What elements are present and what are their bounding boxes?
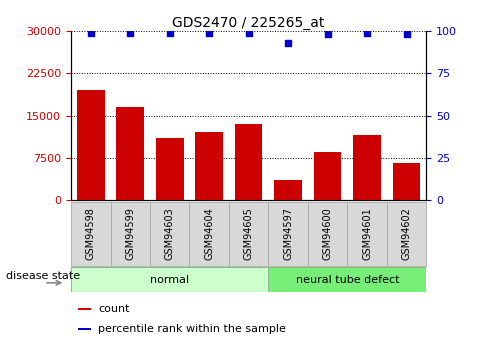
Bar (111, 202, 150, 266)
Bar (229, 202, 269, 266)
Bar (117, 107, 144, 200)
Bar (393, 164, 420, 200)
Bar (77, 90, 104, 200)
Bar (235, 124, 263, 200)
Bar (150, 202, 190, 266)
Bar (269, 267, 426, 292)
Point (363, 30, 371, 36)
Bar (156, 138, 184, 200)
Text: neural tube defect: neural tube defect (295, 275, 399, 285)
Bar (78, 308, 91, 310)
Point (166, 30, 173, 36)
Bar (71, 202, 111, 266)
Point (403, 32, 411, 37)
Text: GSM94603: GSM94603 (165, 207, 175, 260)
Text: GSM94602: GSM94602 (402, 207, 412, 260)
Text: count: count (98, 304, 129, 314)
Text: GSM94597: GSM94597 (283, 207, 293, 260)
Point (87, 30, 95, 36)
Bar (347, 202, 387, 266)
Text: GSM94604: GSM94604 (204, 207, 214, 260)
Text: GSM94600: GSM94600 (322, 207, 333, 260)
Bar (190, 202, 229, 266)
Bar (387, 202, 426, 266)
Text: disease state: disease state (6, 271, 80, 281)
Text: percentile rank within the sample: percentile rank within the sample (98, 324, 286, 334)
Text: GSM94605: GSM94605 (244, 207, 254, 260)
Bar (274, 180, 302, 200)
Bar (196, 132, 223, 200)
Bar (71, 267, 269, 292)
Bar (78, 328, 91, 331)
Point (284, 40, 292, 46)
Title: GDS2470 / 225265_at: GDS2470 / 225265_at (172, 16, 325, 30)
Text: GSM94601: GSM94601 (362, 207, 372, 260)
Bar (314, 152, 342, 200)
Bar (308, 202, 347, 266)
Point (126, 30, 134, 36)
Point (205, 30, 213, 36)
Point (324, 32, 332, 37)
Bar (269, 202, 308, 266)
Bar (353, 135, 381, 200)
Text: GSM94599: GSM94599 (125, 207, 135, 260)
Text: normal: normal (150, 275, 189, 285)
Text: GSM94598: GSM94598 (86, 207, 96, 260)
Point (245, 30, 253, 36)
